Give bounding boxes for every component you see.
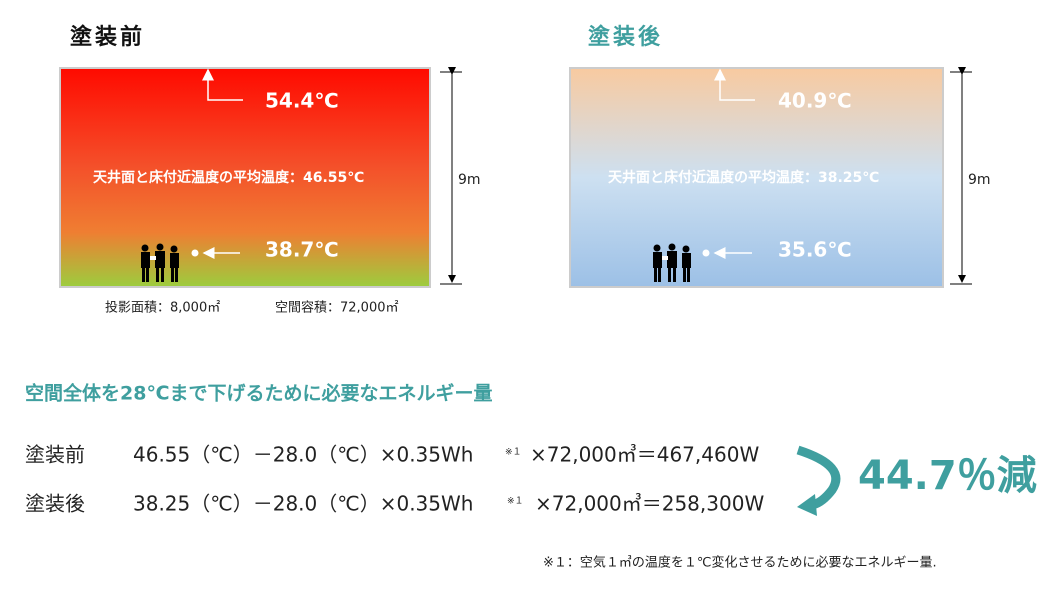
height-label: 9m — [968, 172, 991, 188]
calc-heading: 空間全体を28℃まで下げるために必要なエネルギー量 — [25, 382, 492, 405]
note-mark: ※１ — [507, 497, 524, 507]
average-temp: 天井面と床付近温度の平均温度：38.25℃ — [608, 169, 879, 186]
row-label: 塗装後 — [25, 492, 85, 516]
dot — [191, 249, 199, 257]
area-label: 投影面積：8,000㎡ — [105, 300, 220, 316]
reduction: 44.7％減 — [858, 453, 1037, 499]
curved-arrow — [796, 445, 841, 510]
arrow — [714, 68, 755, 101]
panel-title: 塗装後 — [588, 24, 663, 50]
result: ×72,000㎥＝258,300W — [535, 492, 764, 516]
arrow — [202, 68, 243, 101]
floor-temp: 38.7℃ — [265, 238, 339, 262]
space-box — [59, 67, 431, 288]
volume-label: 空間容積：72,000㎡ — [275, 300, 399, 316]
dot — [702, 249, 710, 257]
height-label: 9m — [458, 172, 481, 188]
ceiling-temp: 40.9℃ — [778, 89, 852, 113]
formula: 46.55（℃）－28.0（℃）×0.35Wh — [133, 443, 473, 467]
row-label: 塗装前 — [25, 443, 85, 467]
arrow-head — [797, 494, 817, 516]
note-mark: ※１ — [505, 448, 522, 458]
formula: 38.25（℃）－28.0（℃）×0.35Wh — [133, 492, 473, 516]
result: ×72,000㎥＝467,460W — [530, 443, 759, 467]
footnote: ※１：空気１㎥の温度を１℃変化させるために必要なエネルギー量. — [543, 555, 937, 571]
space-box — [569, 67, 944, 288]
panel-title: 塗装前 — [70, 24, 145, 50]
floor-temp: 35.6℃ — [778, 238, 852, 262]
average-temp: 天井面と床付近温度の平均温度：46.55℃ — [93, 169, 364, 186]
ceiling-temp: 54.4℃ — [265, 89, 339, 113]
